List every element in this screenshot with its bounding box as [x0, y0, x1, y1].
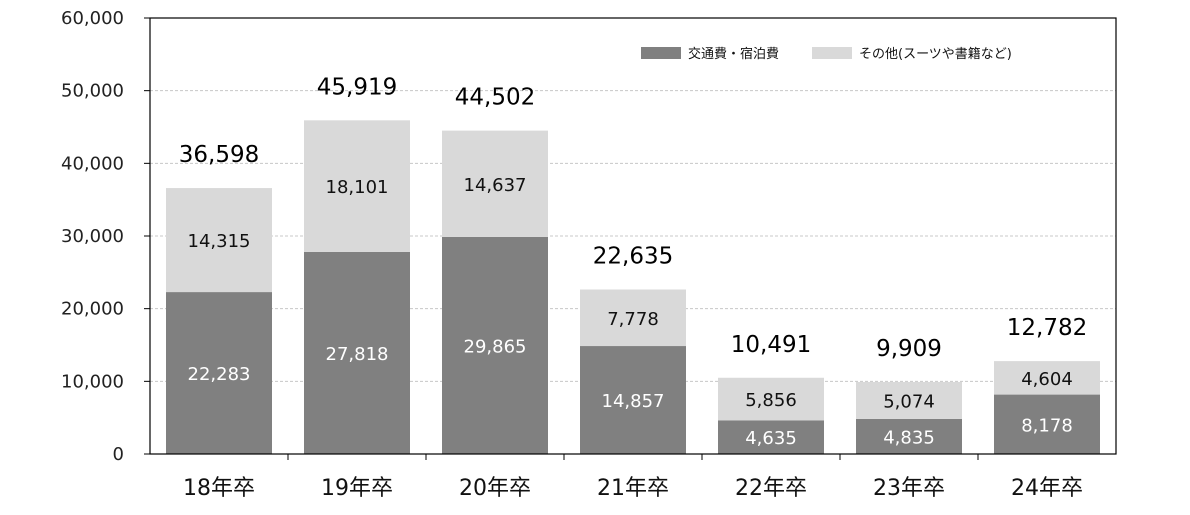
- bar-segment-other: [304, 120, 410, 252]
- data-label-other: 5,856: [745, 390, 797, 411]
- data-label-total: 22,635: [593, 244, 673, 270]
- data-labels: 22,283 14,315 36,598 27,818 18,101 45,919 29,8…: [179, 74, 1087, 449]
- bar-segment-transport: [580, 346, 686, 454]
- data-label-total: 12,782: [1007, 315, 1087, 341]
- y-tick-label: 50,000: [61, 81, 124, 102]
- data-label-other: 14,637: [464, 175, 527, 196]
- data-label-other: 4,604: [1021, 369, 1073, 390]
- bar-segment-transport: [442, 236, 548, 454]
- legend-label-transport: 交通費・宿泊費: [688, 46, 779, 62]
- bar-segment-other: [442, 130, 548, 237]
- y-tick-label: 40,000: [61, 153, 124, 174]
- data-label-total: 44,502: [455, 85, 535, 111]
- bar-segment-other: [580, 289, 686, 347]
- bar-segment-other: [718, 377, 824, 421]
- y-tick-label: 0: [113, 444, 124, 465]
- data-label-total: 45,919: [317, 74, 397, 100]
- y-tick-label: 10,000: [61, 371, 124, 392]
- data-label-total: 36,598: [179, 142, 259, 168]
- data-label-total: 9,909: [876, 336, 942, 362]
- x-tick-label: 21年卒: [597, 476, 669, 501]
- y-tick-label: 60,000: [61, 8, 124, 29]
- data-label-transport: 29,865: [464, 336, 527, 357]
- bar-segment-other: [994, 361, 1100, 395]
- data-label-transport: 8,178: [1021, 415, 1073, 436]
- data-label-other: 18,101: [326, 177, 389, 198]
- bar-segment-transport: [856, 418, 962, 454]
- bar-segment-transport: [994, 394, 1100, 454]
- bar-segment-other: [166, 188, 272, 293]
- data-label-transport: 27,818: [326, 344, 389, 365]
- bar-segment-transport: [718, 420, 824, 454]
- data-label-other: 5,074: [883, 391, 935, 412]
- legend-swatch-other: [812, 47, 852, 59]
- data-label-transport: 22,283: [188, 364, 251, 385]
- axes: 0 10,000 20,000 30,000 40,000 50,000 60,000 18年…: [61, 8, 1117, 501]
- y-tick-label: 30,000: [61, 226, 124, 247]
- data-label-total: 10,491: [731, 332, 811, 358]
- plot-frame: [149, 17, 1117, 455]
- x-tick-label: 20年卒: [459, 476, 531, 501]
- x-tick-label: 19年卒: [321, 476, 393, 501]
- x-tick-label: 24年卒: [1011, 476, 1083, 501]
- legend-label-other: その他(スーツや書籍など): [859, 46, 1012, 62]
- legend: 交通費・宿泊費 その他(スーツや書籍など): [641, 46, 1012, 62]
- bar-segment-transport: [166, 292, 272, 454]
- data-label-transport: 4,635: [745, 428, 797, 449]
- x-tick-label: 18年卒: [183, 476, 255, 501]
- data-label-transport: 4,835: [883, 427, 935, 448]
- x-tick-label: 22年卒: [735, 476, 807, 501]
- bar-segment-other: [856, 381, 962, 419]
- x-tick-label: 23年卒: [873, 476, 945, 501]
- data-label-transport: 14,857: [602, 391, 665, 412]
- bar-segment-transport: [304, 251, 410, 454]
- data-label-other: 14,315: [188, 231, 251, 252]
- y-tick-label: 20,000: [61, 299, 124, 320]
- data-label-other: 7,778: [607, 309, 659, 330]
- legend-swatch-transport: [641, 47, 681, 59]
- bars: [166, 120, 1100, 454]
